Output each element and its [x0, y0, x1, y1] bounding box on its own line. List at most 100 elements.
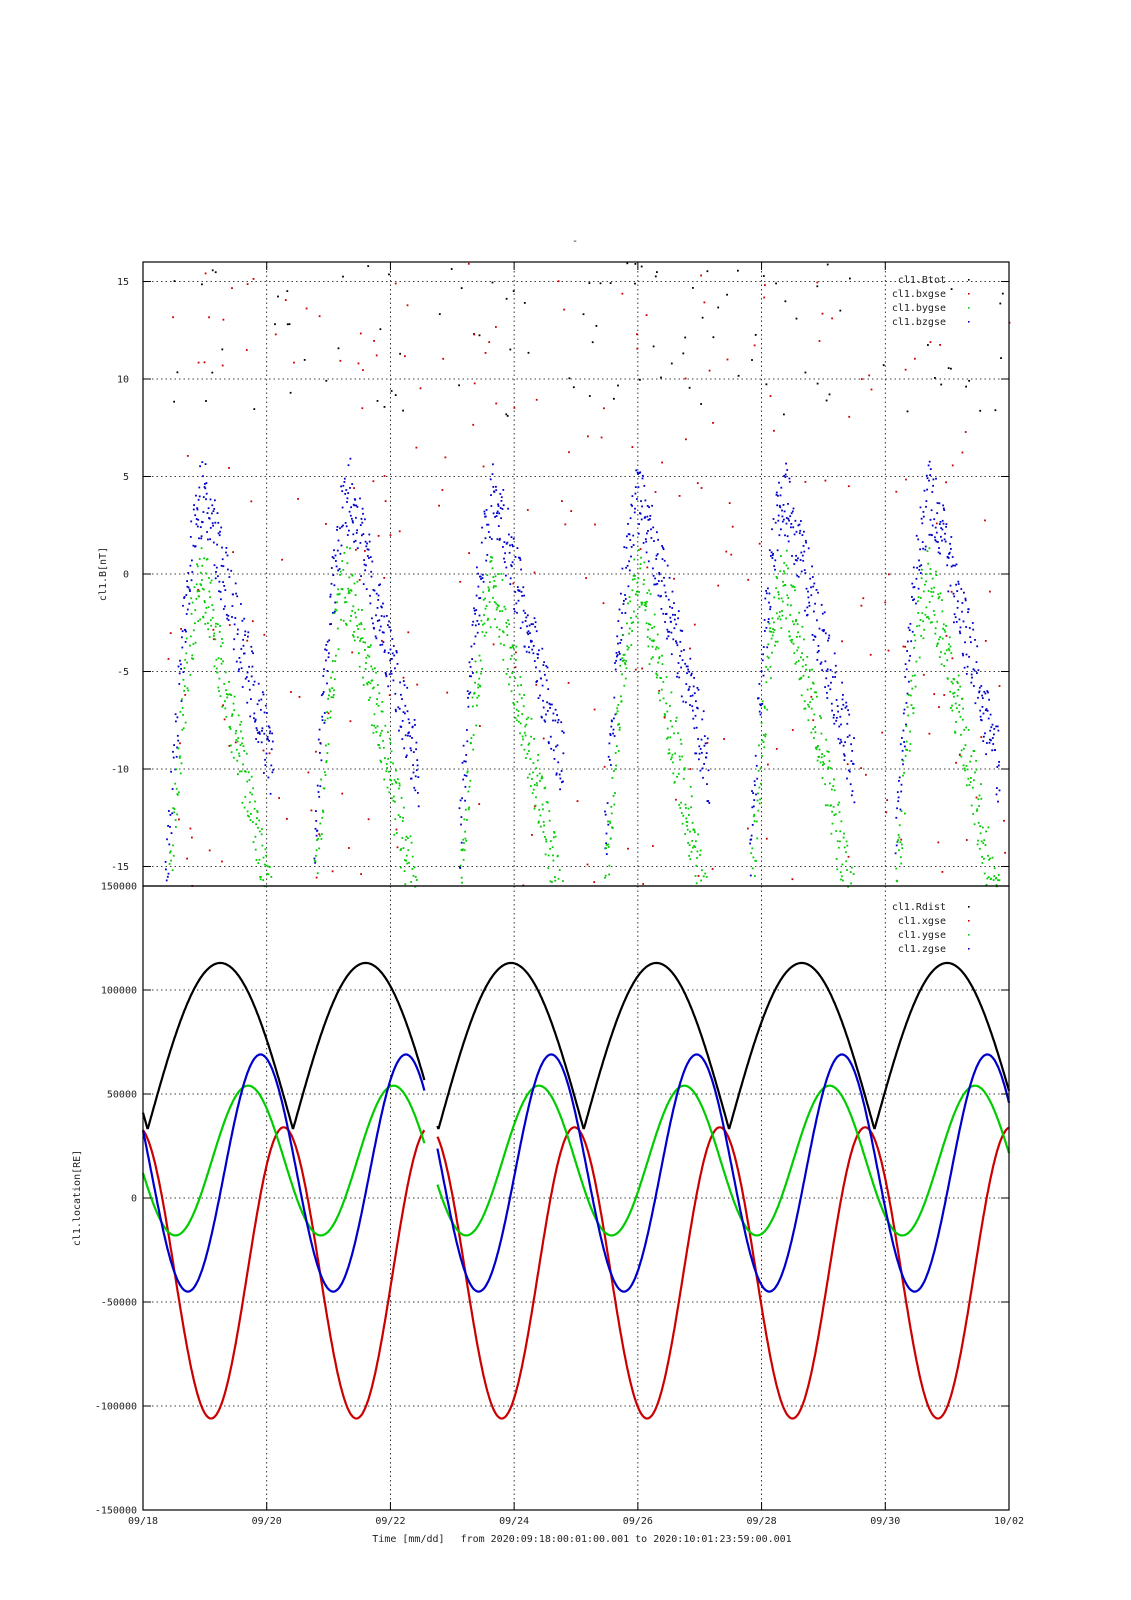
legend-label: cl1.Rdist	[892, 902, 946, 913]
bzgse-point	[537, 697, 540, 699]
bygse-point	[699, 849, 702, 852]
bzgse-point	[692, 685, 695, 688]
bzgse-point	[895, 844, 898, 847]
bygse-point	[316, 839, 318, 841]
bzgse-point	[194, 514, 197, 517]
bzgse-point	[677, 617, 679, 620]
bzgse-point	[514, 591, 517, 593]
bygse-point	[678, 755, 681, 758]
bygse-point	[980, 797, 983, 800]
bzgse-point	[610, 725, 613, 728]
bzgse-point	[379, 583, 381, 586]
bxgse-point	[950, 590, 953, 593]
bzgse-point	[996, 766, 999, 768]
bzgse-point	[412, 771, 415, 774]
bygse-point	[642, 583, 645, 586]
bzgse-point	[475, 594, 478, 597]
bzgse-point	[934, 539, 937, 541]
bygse-point	[333, 689, 335, 692]
bzgse-point	[817, 645, 820, 647]
bygse-point	[966, 768, 969, 771]
bygse-point	[633, 578, 636, 580]
bzgse-point	[411, 737, 413, 739]
bzgse-point	[324, 648, 326, 651]
bzgse-point	[169, 826, 171, 828]
bygse-point	[989, 857, 992, 860]
bzgse-point	[824, 660, 827, 663]
bzgse-point	[367, 548, 370, 551]
bygse-point	[980, 840, 983, 843]
bygse-point	[656, 676, 658, 679]
bygse-point	[217, 686, 220, 689]
bzgse-point	[385, 675, 388, 678]
bygse-point	[947, 647, 950, 650]
bygse-point	[922, 590, 925, 593]
bzgse-point	[402, 711, 405, 713]
bzgse-point	[561, 730, 564, 733]
bygse-point	[460, 849, 463, 851]
bygse-point	[213, 632, 216, 635]
bygse-point	[508, 623, 511, 626]
bxgse-point	[639, 548, 642, 550]
bzgse-point	[478, 597, 481, 600]
bygse-point	[929, 572, 931, 575]
bygse-point	[198, 590, 201, 592]
bzgse-point	[321, 715, 324, 718]
bygse-point	[407, 849, 410, 852]
bzgse-point	[627, 523, 629, 525]
bygse-point	[809, 669, 811, 672]
bygse-point	[220, 658, 223, 660]
bygse-point	[179, 711, 182, 713]
bzgse-point	[562, 731, 565, 734]
bxgse-point	[263, 633, 266, 636]
bygse-point	[476, 704, 478, 707]
bzgse-point	[821, 669, 823, 671]
bygse-point	[675, 716, 678, 719]
bygse-point	[995, 877, 998, 879]
bzgse-point	[359, 524, 362, 526]
bygse-point	[684, 833, 687, 835]
bzgse-point	[551, 703, 553, 706]
bzgse-point	[637, 486, 640, 488]
bzgse-point	[369, 556, 372, 558]
bxgse-point	[888, 573, 890, 576]
bygse-point	[407, 837, 409, 839]
bzgse-point	[972, 628, 975, 631]
y-tick-label-bottom: 50000	[107, 1090, 137, 1101]
bxgse-point	[685, 438, 687, 441]
bygse-point	[367, 681, 370, 683]
btot-point	[826, 263, 829, 266]
bzgse-point	[620, 627, 623, 629]
bygse-point	[531, 778, 533, 780]
bzgse-point	[257, 741, 260, 743]
bxgse-point	[398, 530, 401, 533]
bygse-point	[803, 638, 805, 641]
bzgse-point	[996, 787, 998, 789]
bxgse-point	[673, 577, 675, 580]
bzgse-point	[336, 549, 339, 552]
bygse-point	[916, 625, 918, 628]
bzgse-point	[692, 717, 695, 720]
bzgse-point	[655, 554, 658, 557]
bzgse-point	[652, 567, 654, 570]
bygse-point	[937, 597, 940, 600]
bygse-point	[905, 740, 908, 743]
bzgse-point	[908, 680, 910, 683]
bxgse-point	[563, 308, 566, 311]
bygse-point	[953, 695, 955, 698]
bygse-point	[368, 646, 371, 648]
bygse-point	[800, 676, 803, 679]
bygse-point	[545, 801, 548, 803]
bzgse-point	[371, 617, 373, 620]
bygse-point	[379, 759, 382, 762]
bygse-point	[757, 792, 759, 795]
bzgse-point	[405, 754, 408, 757]
bygse-point	[378, 744, 380, 746]
bzgse-point	[616, 655, 618, 658]
bzgse-point	[364, 540, 367, 543]
bzgse-point	[400, 726, 403, 728]
bzgse-point	[619, 658, 622, 661]
bygse-point	[978, 794, 981, 797]
bygse-point	[405, 854, 408, 857]
bzgse-point	[663, 559, 666, 562]
